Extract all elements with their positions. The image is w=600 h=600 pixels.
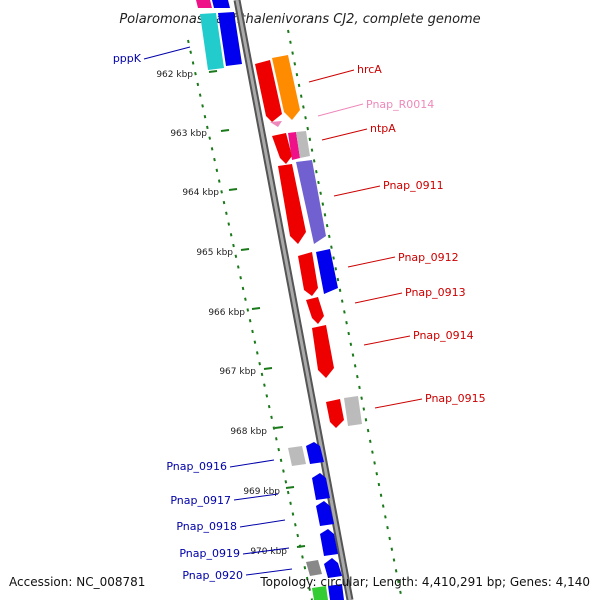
- gene-label-hrca[interactable]: hrcA: [357, 63, 382, 76]
- gene-label-0913[interactable]: Pnap_0913: [405, 286, 466, 299]
- tick-tracks: [187, 29, 403, 600]
- scale-970: 970 kbp: [250, 545, 306, 557]
- gene-label-0920[interactable]: Pnap_0920: [182, 569, 243, 582]
- gene-feature-0916-gray[interactable]: [288, 446, 306, 466]
- scale-964: 964 kbp: [182, 188, 238, 198]
- gene-feature-0919-blue[interactable]: [320, 529, 338, 556]
- gene-feature-0913-red[interactable]: [306, 297, 324, 324]
- scale-968: 968 kbp: [230, 426, 284, 437]
- gene-feature-ntpa-magenta[interactable]: [288, 132, 300, 160]
- gene-feature-0912-blue[interactable]: [316, 249, 338, 294]
- scale-label: 962 kbp: [156, 70, 193, 80]
- scale-label: 967 kbp: [219, 367, 256, 377]
- scale-label: 964 kbp: [182, 188, 219, 198]
- gene-feature-0911-red[interactable]: [278, 164, 306, 244]
- scale-967: 967 kbp: [219, 367, 273, 377]
- gene-feature-ntpa-red[interactable]: [272, 133, 292, 164]
- scale-label: 966 kbp: [208, 308, 245, 318]
- scale-969: 969 kbp: [243, 486, 295, 497]
- gene-feature-ntpa-gray[interactable]: [296, 131, 310, 158]
- scale-label: 969 kbp: [243, 487, 280, 497]
- gene-feature-0920-gray[interactable]: [306, 560, 322, 576]
- gene-label-0916[interactable]: Pnap_0916: [166, 460, 227, 473]
- topology-text: Topology: circular; Length: 4,410,291 bp…: [259, 575, 590, 589]
- gene-feature-0911-purple[interactable]: [296, 160, 326, 244]
- gene-label-0919[interactable]: Pnap_0919: [179, 547, 240, 560]
- gene-label-0917[interactable]: Pnap_0917: [170, 494, 231, 507]
- gene-label-r0014[interactable]: Pnap_R0014: [366, 98, 434, 111]
- scale-label: 968 kbp: [230, 427, 267, 437]
- gene-label-0918[interactable]: Pnap_0918: [176, 520, 237, 533]
- gene-label-pppk[interactable]: pppK: [113, 52, 142, 65]
- gene-feature-magenta[interactable]: [196, 0, 212, 8]
- gene-feature-0920-blue[interactable]: [324, 558, 342, 578]
- map-title: Polaromonas naphthalenivorans CJ2, compl…: [119, 12, 480, 27]
- left-gene-labels: pppK Pnap_0916 Pnap_0917 Pnap_0918 Pnap_…: [113, 46, 293, 582]
- right-gene-labels: hrcA Pnap_R0014 ntpA Pnap_0911 Pnap_0912…: [308, 63, 486, 409]
- right-tick-track: [287, 29, 403, 600]
- gene-feature-blue-pppk[interactable]: [218, 12, 242, 66]
- scale-963: 963 kbp: [170, 129, 230, 139]
- scale-label: 970 kbp: [250, 547, 287, 557]
- gene-feature-0915-red[interactable]: [326, 399, 344, 428]
- gene-feature-green-bottom[interactable]: [312, 586, 328, 600]
- scale-label: 965 kbp: [196, 248, 233, 258]
- gene-label-0912[interactable]: Pnap_0912: [398, 251, 459, 264]
- gene-feature-blue-top[interactable]: [212, 0, 230, 8]
- gene-feature-0917-blue[interactable]: [312, 473, 330, 500]
- scale-label: 963 kbp: [170, 129, 207, 139]
- gene-feature-blue-bottom[interactable]: [328, 584, 344, 600]
- gene-label-0911[interactable]: Pnap_0911: [383, 179, 444, 192]
- gene-feature-0916-blue[interactable]: [306, 442, 324, 464]
- accession-text: Accession: NC_008781: [9, 575, 145, 589]
- gene-feature-hrca-red[interactable]: [255, 60, 282, 122]
- gene-label-0915[interactable]: Pnap_0915: [425, 392, 486, 405]
- left-tick-track: [187, 39, 313, 600]
- gene-feature-hrca-orange[interactable]: [272, 55, 300, 120]
- gene-feature-r0014[interactable]: [270, 121, 282, 127]
- gene-label-ntpa[interactable]: ntpA: [370, 122, 396, 135]
- scale-966: 966 kbp: [208, 307, 261, 318]
- gene-feature-0918-blue[interactable]: [316, 501, 334, 526]
- gene-feature-cyan[interactable]: [200, 13, 224, 70]
- gene-label-0914[interactable]: Pnap_0914: [413, 329, 474, 342]
- scale-965: 965 kbp: [196, 248, 250, 258]
- gene-feature-0915-gray[interactable]: [344, 396, 362, 426]
- gene-feature-0912-red[interactable]: [298, 252, 318, 296]
- genome-backbone: [233, 0, 354, 600]
- scale-labels: 962 kbp 963 kbp 964 kbp 965 kbp 966 kbp …: [156, 70, 306, 557]
- gene-features: [196, 0, 362, 600]
- scale-962: 962 kbp: [156, 70, 218, 80]
- gene-feature-0914-red[interactable]: [312, 325, 334, 378]
